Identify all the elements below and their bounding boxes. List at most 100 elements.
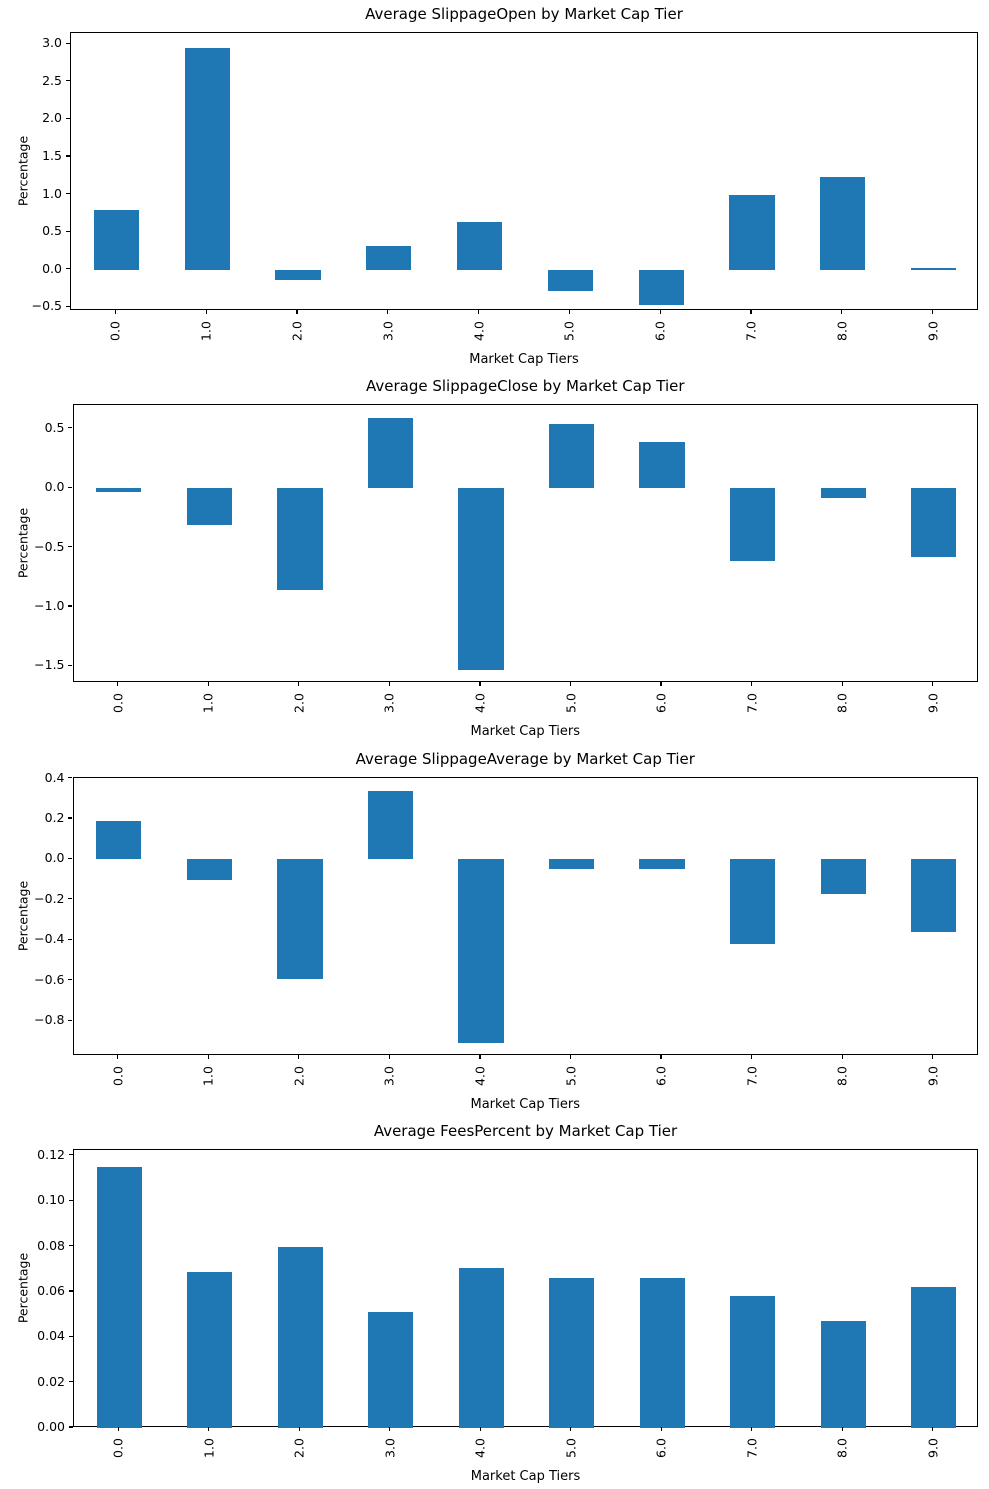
y-tick-mark: [68, 1244, 73, 1247]
chart-title: Average SlippageAverage by Market Cap Ti…: [355, 750, 695, 768]
x-tick-mark: [298, 682, 300, 686]
bar-tier-3.0: [367, 418, 414, 489]
chart-average-slippageaverage-by-market-cap-tier: Average SlippageAverage by Market Cap Ti…: [0, 745, 989, 1117]
x-tick-label-text: 5.0: [563, 1438, 579, 1458]
bar-tier-5.0: [547, 269, 594, 292]
bar-tier-7.0: [729, 859, 776, 945]
x-tick-mark: [932, 682, 934, 686]
x-tick-label-text: 8.0: [834, 693, 850, 713]
bar-tier-4.0: [458, 859, 504, 1044]
y-tick-label: 0.08: [37, 1237, 65, 1253]
bar-tier-8.0: [820, 176, 866, 270]
x-tick-mark: [660, 1055, 662, 1059]
y-tick-label: 0.06: [37, 1282, 65, 1298]
x-tick-label-text: 1.0: [200, 693, 216, 713]
x-tick-label-text: 3.0: [381, 693, 397, 713]
x-tick-mark: [387, 310, 389, 314]
x-tick-label-text: 2.0: [289, 321, 305, 341]
y-tick-label: 0.12: [37, 1146, 65, 1162]
x-tick-label-text: 6.0: [653, 693, 669, 713]
x-tick-mark: [659, 310, 661, 314]
chart-average-slippageclose-by-market-cap-tier: Average SlippageClose by Market Cap Tier…: [0, 372, 989, 744]
y-axis-label-text: Percentage: [15, 880, 31, 952]
x-tick-mark: [298, 1427, 300, 1431]
bar-tier-6.0: [638, 269, 684, 305]
y-tick-label: 0.5: [44, 419, 65, 435]
y-tick-mark: [65, 42, 70, 44]
x-tick-mark: [751, 1427, 753, 1431]
y-tick-mark: [68, 605, 72, 607]
y-tick-mark: [68, 938, 72, 940]
x-tick-mark: [660, 1427, 662, 1431]
x-tick-label-text: 2.0: [291, 1438, 307, 1458]
x-tick-mark: [660, 682, 662, 686]
x-tick-label-text: 5.0: [563, 693, 579, 713]
bar-tier-4.0: [456, 221, 503, 270]
chart-title: Average SlippageOpen by Market Cap Tier: [365, 5, 683, 23]
x-tick-mark: [569, 682, 572, 686]
bar-tier-8.0: [820, 859, 866, 894]
y-tick-mark: [65, 268, 70, 270]
x-tick-mark: [479, 1055, 481, 1059]
bar-tier-6.0: [639, 441, 685, 489]
y-tick-mark: [65, 305, 70, 307]
x-tick-label-text: 9.0: [925, 321, 941, 341]
y-tick-label: −0.6: [34, 971, 65, 987]
x-tick-mark: [388, 1055, 390, 1059]
y-axis-label-text: Percentage: [15, 507, 31, 579]
bar-tier-4.0: [458, 1268, 504, 1428]
bar-tier-0.0: [96, 488, 142, 492]
bar-tier-5.0: [548, 859, 595, 870]
x-tick-mark: [841, 1055, 843, 1059]
x-tick-mark: [478, 310, 480, 314]
y-tick-mark: [68, 1335, 73, 1337]
plot-area: [72, 777, 978, 1055]
x-tick-mark: [117, 1055, 119, 1059]
x-tick-mark: [296, 310, 298, 314]
bar-tier-9.0: [911, 488, 957, 558]
y-axis-label-text: Percentage: [15, 1252, 31, 1324]
bar-tier-6.0: [639, 1278, 685, 1428]
plot-area: [72, 404, 978, 682]
x-tick-label-text: 6.0: [653, 1066, 669, 1086]
bar-tier-8.0: [820, 488, 866, 498]
x-tick-mark: [207, 1055, 209, 1059]
y-tick-label: −0.5: [31, 298, 62, 314]
bar-tier-0.0: [96, 1167, 142, 1428]
y-tick-label: −0.2: [34, 890, 65, 906]
bar-tier-7.0: [729, 195, 775, 270]
x-tick-mark: [205, 310, 207, 314]
x-axis-label: Market Cap Tiers: [470, 724, 581, 739]
y-tick-mark: [65, 192, 70, 195]
x-tick-label-text: 6.0: [653, 1438, 669, 1458]
x-tick-mark: [932, 1055, 934, 1059]
y-tick-mark: [68, 1426, 73, 1428]
y-tick-label: −0.8: [34, 1012, 65, 1028]
x-tick-mark: [568, 310, 570, 314]
x-tick-label-text: 7.0: [744, 1438, 760, 1458]
y-tick-label: 1.5: [42, 147, 62, 163]
x-tick-mark: [298, 1055, 300, 1059]
bar-tier-2.0: [277, 859, 323, 979]
x-axis-label: Market Cap Tiers: [469, 352, 579, 367]
y-tick-label: −0.5: [34, 538, 65, 554]
y-axis-label-text: Percentage: [15, 135, 31, 207]
y-tick-mark: [68, 1381, 73, 1383]
x-tick-label-text: 1.0: [198, 321, 214, 341]
bar-tier-2.0: [275, 269, 321, 281]
x-tick-mark: [570, 1427, 572, 1431]
x-axis-label: Market Cap Tiers: [470, 1097, 581, 1112]
bar-tier-9.0: [910, 268, 957, 270]
x-tick-label-text: 2.0: [291, 693, 307, 713]
y-tick-mark: [68, 776, 72, 779]
x-tick-label-text: 9.0: [925, 693, 941, 713]
x-axis-label: Market Cap Tiers: [470, 1469, 581, 1484]
y-tick-mark: [68, 427, 72, 429]
bar-tier-9.0: [911, 859, 957, 933]
y-tick-mark: [68, 1019, 72, 1021]
bar-tier-6.0: [639, 859, 685, 870]
y-tick-label: 0.4: [44, 769, 65, 785]
y-tick-mark: [65, 230, 70, 232]
x-tick-label-text: 3.0: [380, 321, 396, 341]
x-tick-mark: [207, 682, 209, 686]
